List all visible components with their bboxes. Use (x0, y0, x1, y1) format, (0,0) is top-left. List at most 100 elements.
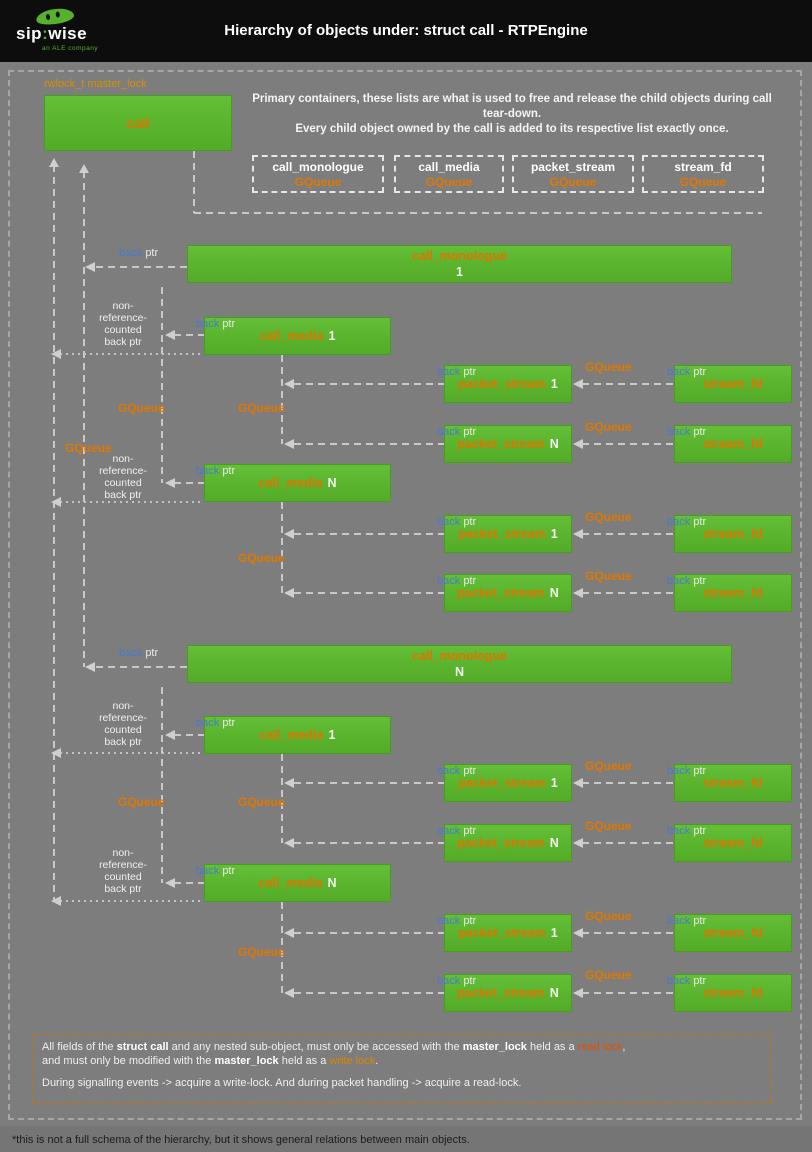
node-call-media-1: call_media 1 (204, 317, 391, 355)
node-title: call (126, 115, 150, 131)
node-title: packet_stream (458, 776, 546, 790)
back-ptr-label: back ptr (667, 366, 706, 378)
note-line-1: All fields of the struct call and any ne… (42, 1041, 626, 1053)
ptr-word: ptr (463, 366, 477, 378)
legend-title: call_media (418, 160, 480, 174)
back-word: back (437, 516, 461, 528)
gqueue-label: GQueue (238, 945, 285, 959)
node-title: stream_fd (703, 437, 763, 451)
gqueue-label: GQueue (118, 795, 165, 809)
ptr-word: ptr (693, 575, 707, 587)
back-ptr-label: back ptr (196, 717, 235, 729)
ptr-word: ptr (145, 247, 159, 259)
nonref-backptr-label: non- reference- counted back ptr (99, 300, 147, 348)
back-word: back (437, 975, 461, 987)
gqueue-label: GQueue (585, 510, 632, 524)
back-word: back (196, 717, 220, 729)
legend-title: stream_fd (674, 160, 732, 174)
legend-gqueue: GQueue (679, 175, 727, 189)
logo-eye-right (55, 11, 61, 18)
node-number: N (454, 665, 465, 679)
legend-gqueue: GQueue (549, 175, 597, 189)
back-word: back (667, 915, 691, 927)
node-number: N (549, 836, 559, 850)
logo-sip: sip (16, 24, 43, 43)
back-ptr-label: back ptr (437, 366, 476, 378)
node-title: stream_fd (703, 586, 763, 600)
logo-text: sip:wise (16, 24, 87, 44)
ptr-word: ptr (463, 975, 477, 987)
node-title: call_monologue (411, 249, 508, 263)
ptr-word: ptr (693, 975, 707, 987)
ptr-word: ptr (222, 318, 236, 330)
node-title: packet_stream (458, 527, 546, 541)
node-number: 1 (328, 728, 336, 742)
gqueue-label: GQueue (238, 551, 285, 565)
legend-title: call_monologue (272, 160, 364, 174)
node-title: packet_stream (457, 836, 545, 850)
back-ptr-label: back ptr (437, 765, 476, 777)
node-number: 1 (550, 527, 558, 541)
back-ptr-label: back ptr (667, 516, 706, 528)
node-title: packet_stream (457, 986, 545, 1000)
node-number: N (549, 586, 559, 600)
legend-title: packet_stream (530, 160, 616, 174)
gqueue-label: GQueue (585, 569, 632, 583)
intro-text: Primary containers, these lists are what… (248, 92, 776, 137)
ptr-word: ptr (145, 647, 159, 659)
ptr-word: ptr (222, 717, 236, 729)
back-ptr-label: back ptr (667, 975, 706, 987)
node-stream-fd: stream_fd (674, 824, 792, 862)
back-word: back (667, 975, 691, 987)
node-call-monologue-n: call_monologue N (187, 645, 732, 683)
back-ptr-label: back ptr (119, 647, 158, 659)
back-ptr-label: back ptr (667, 915, 706, 927)
diagram-canvas: rwlock_t master_lock call Primary contai… (8, 70, 802, 1120)
node-title: stream_fd (703, 377, 763, 391)
back-word: back (667, 426, 691, 438)
sipwise-logo: sip:wise an ALE company (12, 4, 132, 60)
legend-packet-stream-list: packet_stream GQueue (512, 155, 634, 193)
back-ptr-label: back ptr (437, 426, 476, 438)
node-title: call_media (259, 329, 324, 343)
note-line-3: During signalling events -> acquire a wr… (42, 1077, 522, 1089)
node-title: stream_fd (703, 836, 763, 850)
ptr-word: ptr (463, 825, 477, 837)
node-stream-fd: stream_fd (674, 914, 792, 952)
nonref-backptr-label: non- reference- counted back ptr (99, 453, 147, 501)
node-number: N (549, 986, 559, 1000)
logo-colon: : (42, 24, 49, 43)
node-packet-stream-n: packet_stream N (444, 425, 572, 463)
gqueue-label: GQueue (585, 759, 632, 773)
back-ptr-label: back ptr (196, 865, 235, 877)
back-ptr-label: back ptr (437, 975, 476, 987)
back-word: back (667, 516, 691, 528)
ptr-word: ptr (693, 426, 707, 438)
back-word: back (196, 465, 220, 477)
ptr-word: ptr (463, 516, 477, 528)
locking-note: All fields of the struct call and any ne… (32, 1034, 772, 1104)
back-ptr-label: back ptr (667, 575, 706, 587)
back-ptr-label: back ptr (437, 915, 476, 927)
node-packet-stream-n: packet_stream N (444, 974, 572, 1012)
ptr-word: ptr (222, 865, 236, 877)
back-word: back (196, 318, 220, 330)
page-title: Hierarchy of objects under: struct call … (224, 22, 588, 39)
legend-call-monologue-list: call_monologue GQueue (252, 155, 384, 193)
legend-call-media-list: call_media GQueue (394, 155, 504, 193)
gqueue-label: GQueue (585, 420, 632, 434)
gqueue-label: GQueue (238, 795, 285, 809)
nonref-backptr-label: non- reference- counted back ptr (99, 847, 147, 895)
master-lock-label: rwlock_t master_lock (44, 78, 147, 90)
legend-stream-fd-list: stream_fd GQueue (642, 155, 764, 193)
node-call-media-1: call_media 1 (204, 716, 391, 754)
ptr-word: ptr (222, 465, 236, 477)
logo-eye-left (45, 13, 51, 21)
back-word: back (119, 647, 143, 659)
node-packet-stream-n: packet_stream N (444, 824, 572, 862)
node-title: stream_fd (703, 776, 763, 790)
node-call-media-n: call_media N (204, 464, 391, 502)
node-title: call_media (258, 476, 323, 490)
logo-tagline: an ALE company (42, 45, 99, 52)
back-word: back (667, 765, 691, 777)
